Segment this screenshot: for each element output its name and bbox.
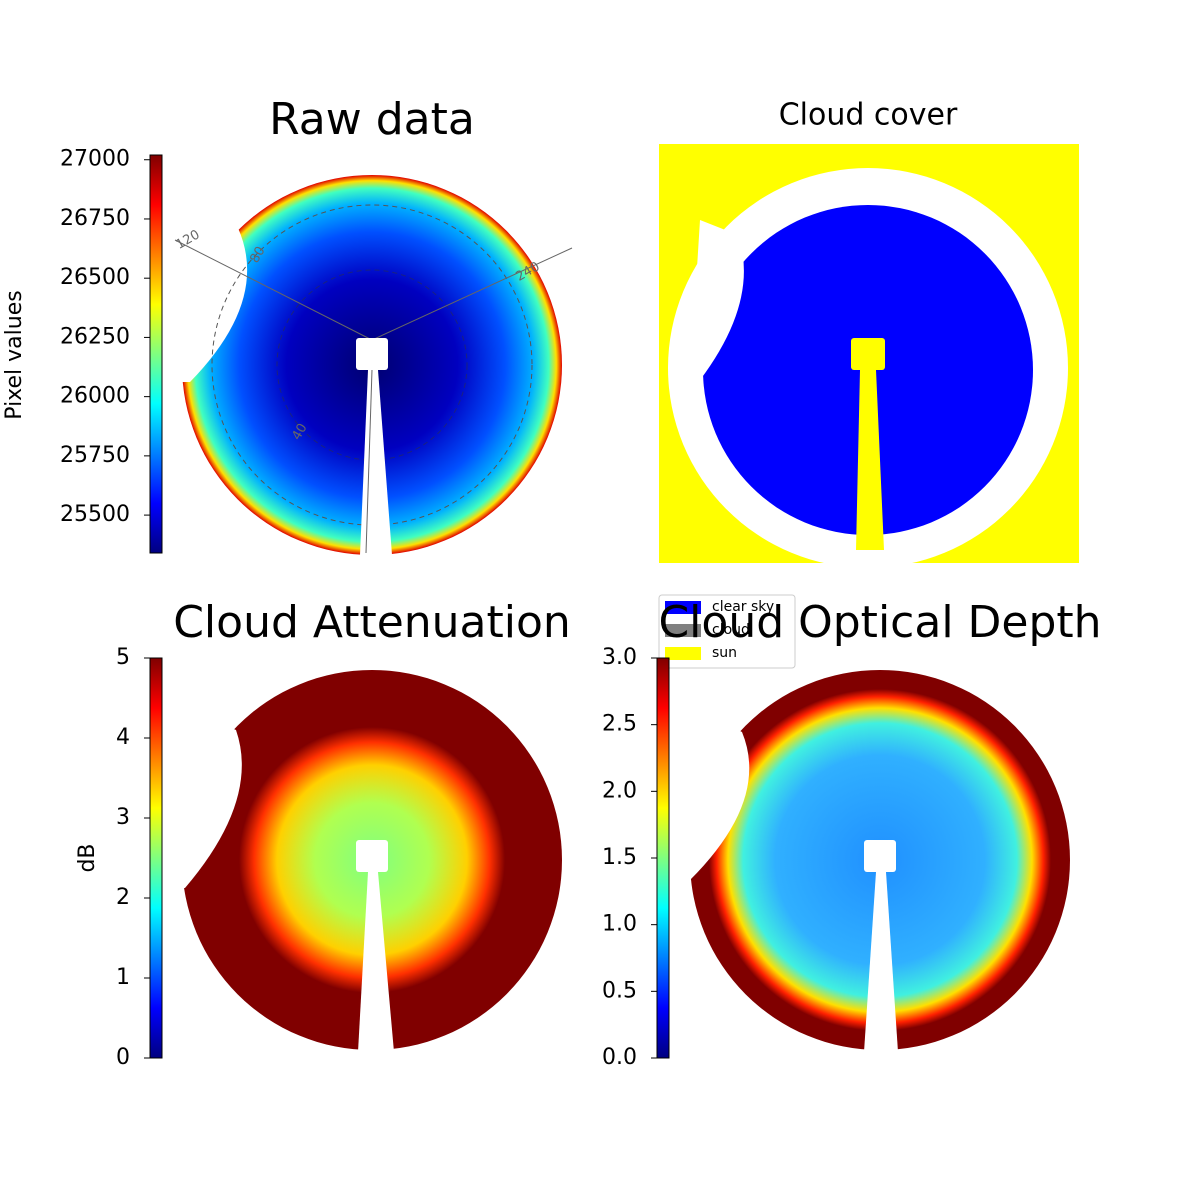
panel-title: Cloud Optical Depth <box>658 597 1101 648</box>
legend-swatch <box>665 647 701 660</box>
colorbar-tick-label: 3 <box>116 805 130 830</box>
cloud-cover-image <box>659 144 1079 568</box>
colorbar-tick-label: 26500 <box>60 265 130 290</box>
colorbar-tick-label: 0.0 <box>602 1045 637 1070</box>
colorbar-tick-label: 2 <box>116 885 130 910</box>
colorbar-tick-label: 26000 <box>60 384 130 409</box>
panel-title: Raw data <box>269 94 475 145</box>
legend-label: sun <box>712 645 737 661</box>
colorbar-tick-label: 25750 <box>60 443 130 468</box>
legend-swatch <box>665 601 701 614</box>
attenuation-image <box>170 670 562 1052</box>
colorbar-label: dB <box>75 843 100 872</box>
legend-swatch <box>665 624 701 637</box>
colorbar-label: Pixel values <box>2 290 27 419</box>
raw-image <box>170 175 573 555</box>
panel-title: Cloud Attenuation <box>173 597 571 648</box>
colorbar-tick-label: 0 <box>116 1045 130 1070</box>
colorbar-tick-label: 5 <box>116 645 130 670</box>
legend-label: cloud <box>712 622 750 638</box>
colorbar-tick-label: 3.0 <box>602 645 637 670</box>
colorbar-tick-label: 25500 <box>60 502 130 527</box>
colorbar-tick-label: 27000 <box>60 147 130 172</box>
colorbar-tick-label: 26250 <box>60 324 130 349</box>
colorbar-tick-label: 2.5 <box>602 712 637 737</box>
colorbar-tick-label: 26750 <box>60 206 130 231</box>
overlay-label: 80 <box>247 244 268 266</box>
panel-title: Cloud cover <box>779 98 958 133</box>
colorbar-tick-label: 1 <box>116 965 130 990</box>
optical-depth-image <box>680 670 1070 1052</box>
colorbar-tick-label: 1.5 <box>602 845 637 870</box>
colorbar <box>656 657 670 1059</box>
overlay-label: 40 <box>289 421 310 443</box>
colorbar <box>149 154 163 554</box>
colorbar-tick-label: 4 <box>116 725 130 750</box>
colorbar <box>149 657 163 1059</box>
colorbar-tick-label: 2.0 <box>602 778 637 803</box>
colorbar-tick-label: 1.0 <box>602 912 637 937</box>
legend-label: clear sky <box>712 599 774 615</box>
colorbar-tick-label: 0.5 <box>602 978 637 1003</box>
